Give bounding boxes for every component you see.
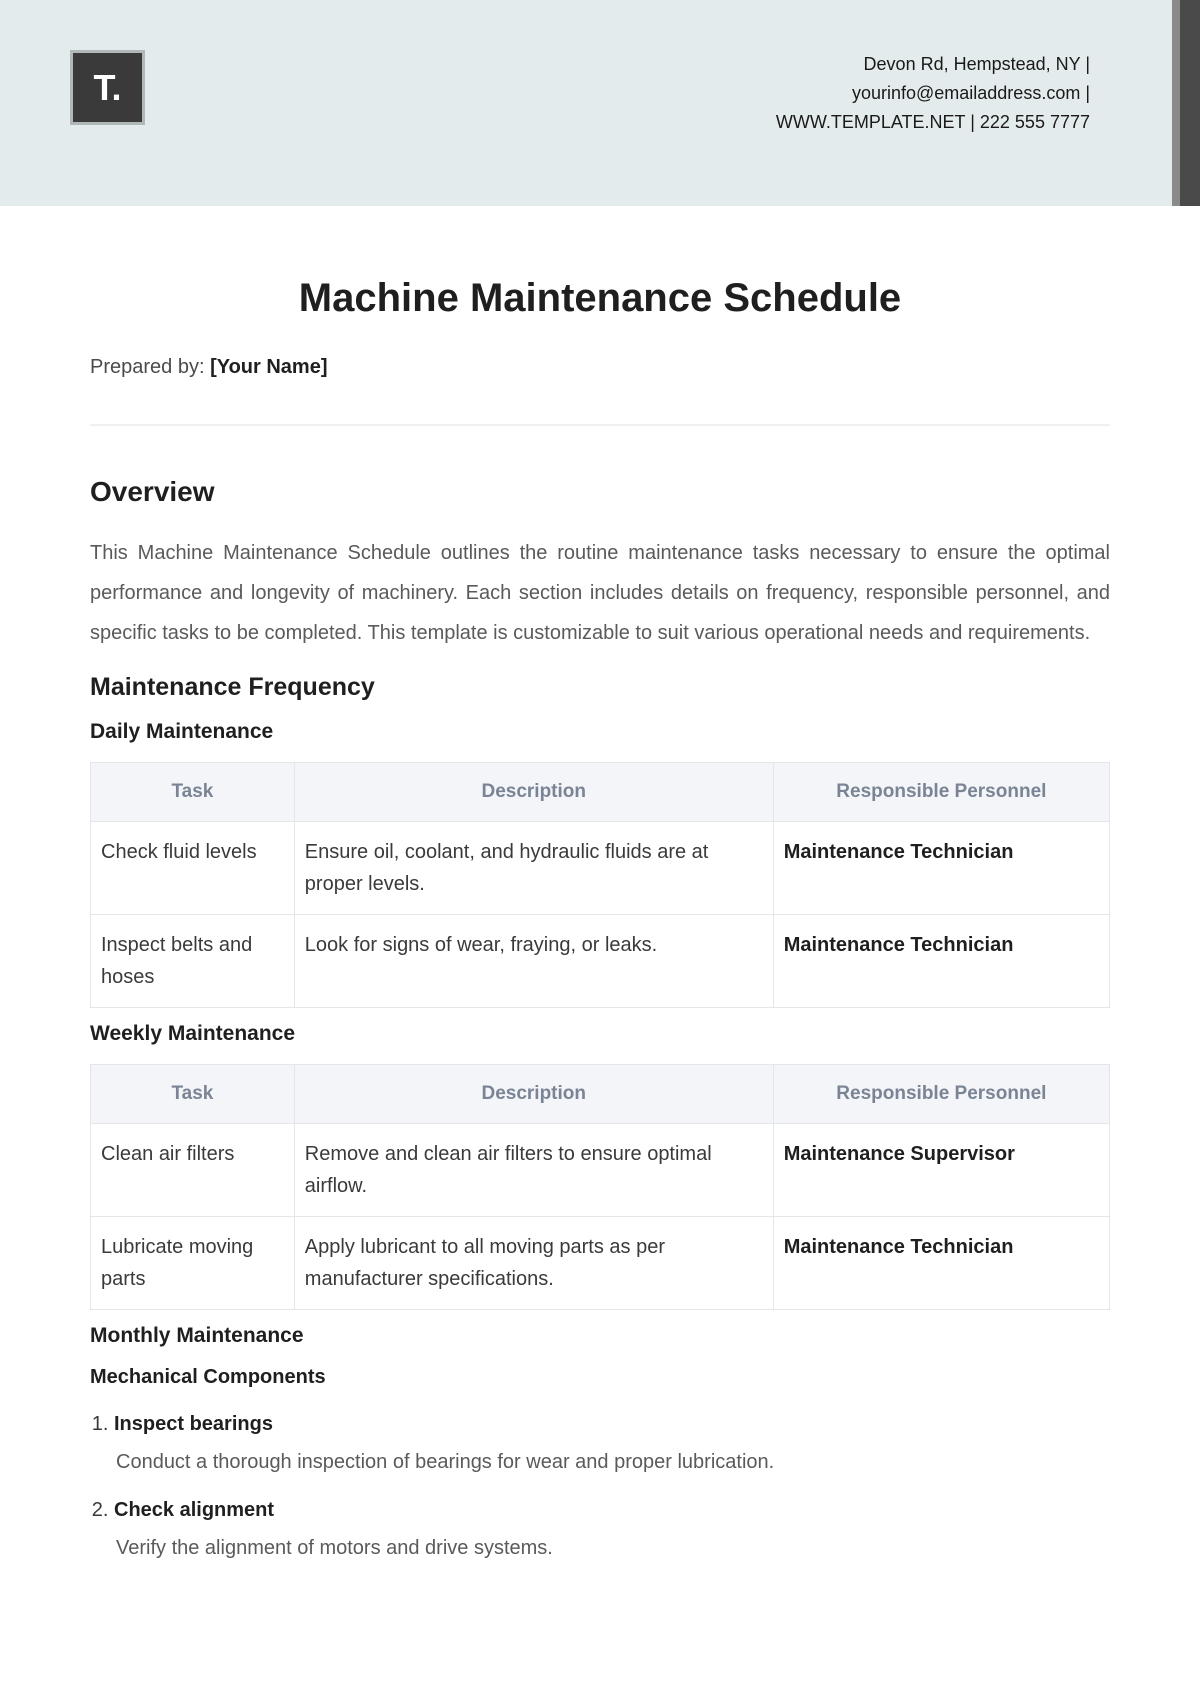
- logo-text: T.: [93, 67, 121, 109]
- col-personnel: Responsible Personnel: [773, 763, 1109, 822]
- contact-line-3: WWW.TEMPLATE.NET | 222 555 7777: [776, 108, 1090, 137]
- cell-task: Inspect belts and hoses: [91, 915, 295, 1008]
- document-body: Machine Maintenance Schedule Prepared by…: [0, 206, 1200, 1599]
- cell-personnel: Maintenance Supervisor: [773, 1124, 1109, 1217]
- weekly-heading: Weekly Maintenance: [90, 1022, 1110, 1046]
- page-title: Machine Maintenance Schedule: [90, 276, 1110, 321]
- item-title: Check alignment: [114, 1499, 274, 1521]
- table-row: Inspect belts and hoses Look for signs o…: [91, 915, 1110, 1008]
- monthly-heading: Monthly Maintenance: [90, 1324, 1110, 1348]
- col-task: Task: [91, 1065, 295, 1124]
- cell-description: Look for signs of wear, fraying, or leak…: [294, 915, 773, 1008]
- table-header-row: Task Description Responsible Personnel: [91, 1065, 1110, 1124]
- table-row: Clean air filters Remove and clean air f…: [91, 1124, 1110, 1217]
- prepared-by: Prepared by: [Your Name]: [90, 356, 1110, 379]
- prepared-by-label: Prepared by:: [90, 356, 205, 378]
- list-item: Check alignment Verify the alignment of …: [114, 1493, 1110, 1565]
- table-header-row: Task Description Responsible Personnel: [91, 763, 1110, 822]
- cell-personnel: Maintenance Technician: [773, 822, 1109, 915]
- col-personnel: Responsible Personnel: [773, 1065, 1109, 1124]
- cell-task: Lubricate moving parts: [91, 1217, 295, 1310]
- item-desc: Verify the alignment of motors and drive…: [116, 1531, 1110, 1565]
- daily-heading: Daily Maintenance: [90, 720, 1110, 744]
- cell-task: Check fluid levels: [91, 822, 295, 915]
- daily-table: Task Description Responsible Personnel C…: [90, 762, 1110, 1008]
- mechanical-heading: Mechanical Components: [90, 1366, 1110, 1389]
- monthly-list: Inspect bearings Conduct a thorough insp…: [90, 1407, 1110, 1565]
- contact-line-1: Devon Rd, Hempstead, NY |: [776, 50, 1090, 79]
- table-row: Lubricate moving parts Apply lubricant t…: [91, 1217, 1110, 1310]
- prepared-by-value: [Your Name]: [210, 356, 327, 378]
- weekly-table: Task Description Responsible Personnel C…: [90, 1064, 1110, 1310]
- contact-line-2: yourinfo@emailaddress.com |: [776, 79, 1090, 108]
- cell-description: Ensure oil, coolant, and hydraulic fluid…: [294, 822, 773, 915]
- table-row: Check fluid levels Ensure oil, coolant, …: [91, 822, 1110, 915]
- col-description: Description: [294, 1065, 773, 1124]
- frequency-heading: Maintenance Frequency: [90, 673, 1110, 702]
- overview-text: This Machine Maintenance Schedule outlin…: [90, 533, 1110, 653]
- col-task: Task: [91, 763, 295, 822]
- contact-info: Devon Rd, Hempstead, NY | yourinfo@email…: [776, 50, 1130, 136]
- item-desc: Conduct a thorough inspection of bearing…: [116, 1445, 1110, 1479]
- document-header: T. Devon Rd, Hempstead, NY | yourinfo@em…: [0, 0, 1200, 206]
- list-item: Inspect bearings Conduct a thorough insp…: [114, 1407, 1110, 1479]
- cell-description: Apply lubricant to all moving parts as p…: [294, 1217, 773, 1310]
- item-title: Inspect bearings: [114, 1413, 273, 1435]
- separator: [90, 424, 1110, 426]
- overview-heading: Overview: [90, 476, 1110, 508]
- cell-personnel: Maintenance Technician: [773, 1217, 1109, 1310]
- cell-description: Remove and clean air filters to ensure o…: [294, 1124, 773, 1217]
- cell-task: Clean air filters: [91, 1124, 295, 1217]
- logo: T.: [70, 50, 145, 125]
- col-description: Description: [294, 763, 773, 822]
- cell-personnel: Maintenance Technician: [773, 915, 1109, 1008]
